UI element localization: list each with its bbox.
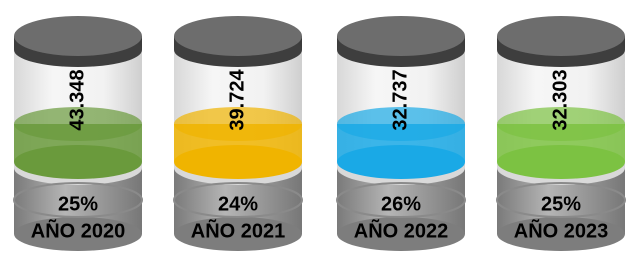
cap-top [174,16,302,56]
year-label: AÑO 2021 [191,219,286,242]
year-label: AÑO 2020 [31,219,126,242]
liquid-bottom [174,145,302,179]
year-label: AÑO 2022 [354,219,449,242]
liquid-bottom [337,145,465,179]
year-label: AÑO 2023 [514,219,609,242]
percent: 25% [58,193,98,215]
cylinder: 32.303 25% AÑO 2023 [497,16,625,251]
infographic: 43.348 25% AÑO 2020 39.724 24% AÑO 2021 32.737… [0,0,627,253]
liquid-bottom [497,145,625,179]
cap-top [497,16,625,56]
percent: 25% [541,193,581,215]
value: 32.737 [389,69,411,130]
percent: 26% [381,193,421,215]
value: 43.348 [66,69,88,130]
cylinder: 39.724 24% AÑO 2021 [174,16,302,251]
cylinder: 43.348 25% AÑO 2020 [14,16,142,251]
percent: 24% [218,193,258,215]
cylinder: 32.737 26% AÑO 2022 [337,16,465,251]
value: 32.303 [549,69,571,130]
cap-top [337,16,465,56]
cap-top [14,16,142,56]
liquid-bottom [14,145,142,179]
value: 39.724 [226,69,248,131]
